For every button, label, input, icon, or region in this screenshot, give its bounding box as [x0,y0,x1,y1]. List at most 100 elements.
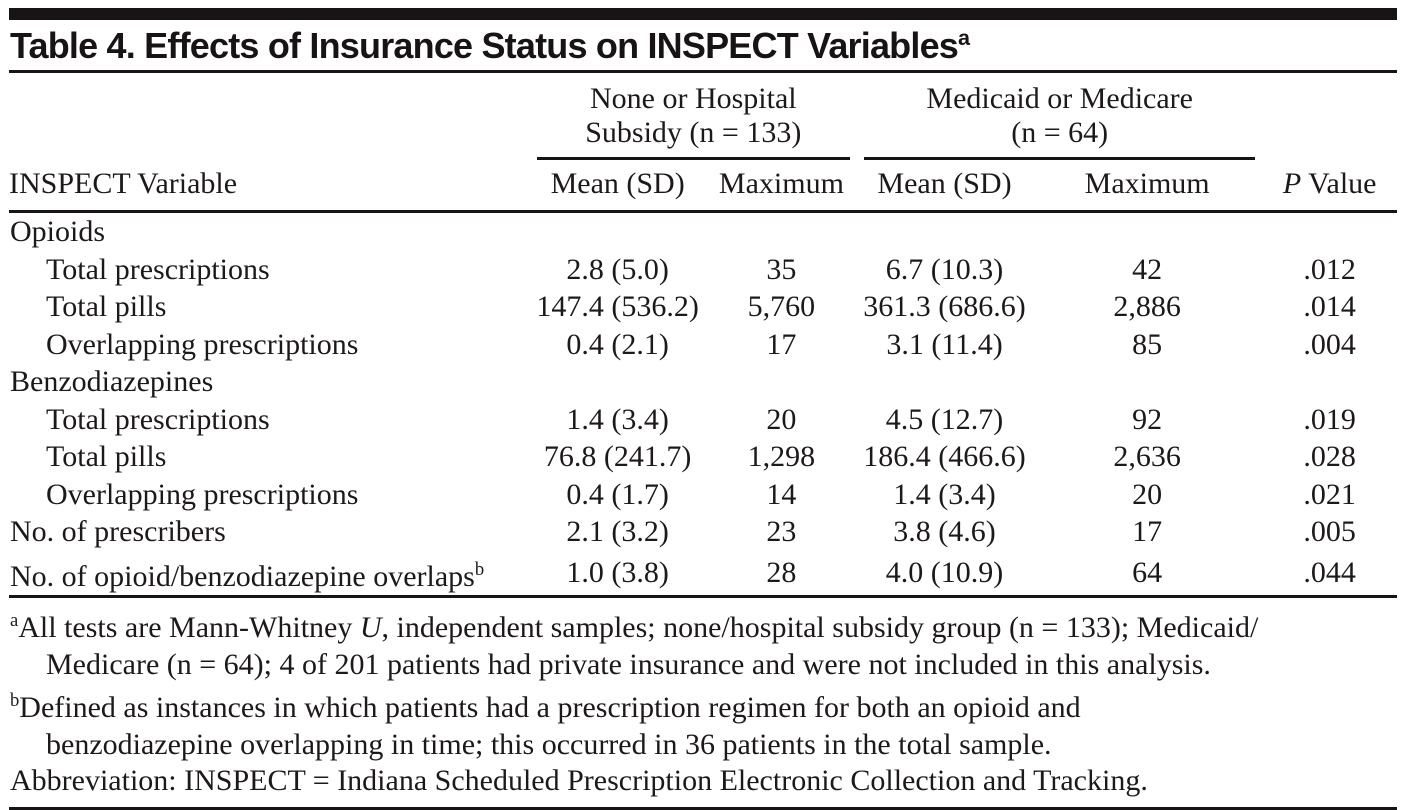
data-table: None or Hospital Subsidy (n = 133) Medic… [9,73,1397,599]
column-header-maximum-2: Maximum [1031,161,1263,214]
column-header-mean-sd-1: Mean (SD) [529,161,706,214]
cell [857,363,1032,401]
row-label: Total pills [46,290,167,324]
table-row-no-of-prescribers: No. of prescribers 2.1 (3.2) 23 3.8 (4.6… [9,513,1397,551]
cell: 35 [766,252,797,286]
cell: 20 [766,402,797,436]
table-row-benzo-total-pills: Total pills 76.8 (241.7) 1,298 186.4 (46… [9,438,1397,476]
row-footnote-marker: b [474,558,485,580]
footnote-a-line1: aAll tests are Mann-Whitney U, independe… [9,603,1397,647]
group-header-medicaid-or-medicare: Medicaid or Medicare (n = 64) [857,73,1262,161]
table-title-footnote-marker: a [958,25,970,50]
cell [706,363,857,401]
footnote-a-italic-u: U [359,611,382,645]
table-title-text: Table 4. Effects of Insurance Status on … [10,25,959,66]
cell: 2,886 [1113,290,1181,324]
group-header-none-or-hospital-subsidy: None or Hospital Subsidy (n = 133) [530,73,858,161]
p-italic: P [1282,167,1302,201]
row-label: Opioids [10,215,106,249]
table-row-opioid-total-prescriptions: Total prescriptions 2.8 (5.0) 35 6.7 (10… [9,251,1397,289]
cell: 14 [766,477,797,511]
footnote-b-line2: benzodiazepine overlapping in time; this… [46,727,1052,761]
page-title: Table 4. Effects of Insurance Status on … [10,24,1397,67]
group2-line1: Medicaid or Medicare [926,82,1193,116]
table-row-no-of-opioid-benzodiazepine-overlaps: No. of opioid/benzodiazepine overlapsb 1… [9,550,1397,599]
cell: .019 [1303,402,1356,436]
footnote-a-text: All tests are Mann-Whitney [18,611,360,645]
cell [1262,212,1397,251]
footnote-b-line1: bDefined as instances in which patients … [9,683,1397,727]
column-header-p-value: P Value [1262,161,1397,214]
group-header-label: Medicaid or Medicare (n = 64) [864,82,1256,161]
footnote-a-text: , independent samples; none/hospital sub… [381,611,1259,645]
cell: .004 [1303,327,1356,361]
column-header-maximum-1: Maximum [705,161,858,214]
footnote-b-text: Defined as instances in which patients h… [19,691,1081,725]
row-label: No. of prescribers [10,515,226,549]
p-rest: Value [1301,167,1377,201]
column-header-variable: INSPECT Variable [9,161,530,214]
cell [530,212,706,251]
cell: 17 [766,327,797,361]
table-row-section-benzodiazepines: Benzodiazepines [9,363,1397,401]
footnotes: aAll tests are Mann-Whitney U, independe… [9,603,1397,800]
footnote-b-marker: b [10,690,20,712]
empty-header-cell [1262,73,1397,161]
cell: 1.4 (3.4) [566,402,669,436]
cell: 2.1 (3.2) [566,515,669,549]
column-header-mean-sd-2: Mean (SD) [857,161,1032,214]
cell: 28 [705,550,858,599]
row-label: Overlapping prescriptions [46,327,359,361]
cell: 2,636 [1113,440,1181,474]
cell [1262,363,1397,401]
cell: .012 [1303,252,1356,286]
cell [1032,212,1262,251]
cell: 23 [766,515,797,549]
title-divider [9,70,1397,74]
cell: 20 [1132,477,1163,511]
cell [530,363,706,401]
empty-header-cell [9,73,530,161]
cell: 186.4 (466.6) [863,440,1026,474]
cell: 6.7 (10.3) [885,252,1004,286]
cell: .014 [1303,290,1356,324]
cell: 76.8 (241.7) [543,440,692,474]
cell: 4.5 (12.7) [885,402,1004,436]
cell: 147.4 (536.2) [536,290,699,324]
cell: 92 [1132,402,1163,436]
cell: 2.8 (5.0) [566,252,669,286]
cell: .005 [1303,515,1356,549]
group1-line2: Subsidy (n = 133) [585,116,802,150]
cell: 1.4 (3.4) [893,477,996,511]
cell: 17 [1132,515,1163,549]
row-label: Total prescriptions [46,252,270,286]
table-row-opioid-total-pills: Total pills 147.4 (536.2) 5,760 361.3 (6… [9,288,1397,326]
cell: 1.0 (3.8) [529,550,706,599]
cell: 42 [1132,252,1163,286]
cell: .021 [1303,477,1356,511]
table-row-opioid-overlapping-prescriptions: Overlapping prescriptions 0.4 (2.1) 17 3… [9,326,1397,364]
row-label: Total prescriptions [46,402,270,436]
cell: .028 [1303,440,1356,474]
cell: 3.8 (4.6) [893,515,996,549]
group-header-row: None or Hospital Subsidy (n = 133) Medic… [9,73,1397,161]
group-header-label: None or Hospital Subsidy (n = 133) [536,82,851,161]
cell: .044 [1262,550,1397,599]
cell: 85 [1132,327,1163,361]
top-rule [9,8,1397,20]
cell: 1,298 [747,440,816,474]
table-row-benzo-overlapping-prescriptions: Overlapping prescriptions 0.4 (1.7) 14 1… [9,476,1397,514]
row-label: Overlapping prescriptions [46,477,359,511]
column-header-row: INSPECT Variable Mean (SD) Maximum Mean … [9,161,1397,214]
cell: 361.3 (686.6) [863,290,1026,324]
table-row-benzo-total-prescriptions: Total prescriptions 1.4 (3.4) 20 4.5 (12… [9,401,1397,439]
bottom-divider [9,806,1397,810]
cell [857,212,1032,251]
cell: 0.4 (1.7) [566,477,669,511]
row-label: Benzodiazepines [10,365,214,399]
table-row-section-opioids: Opioids [9,212,1397,251]
abbreviation-note: Abbreviation: INSPECT = Indiana Schedule… [10,764,1148,798]
cell: 5,760 [747,290,816,324]
row-label: No. of opioid/benzodiazepine overlapsb [9,550,530,599]
